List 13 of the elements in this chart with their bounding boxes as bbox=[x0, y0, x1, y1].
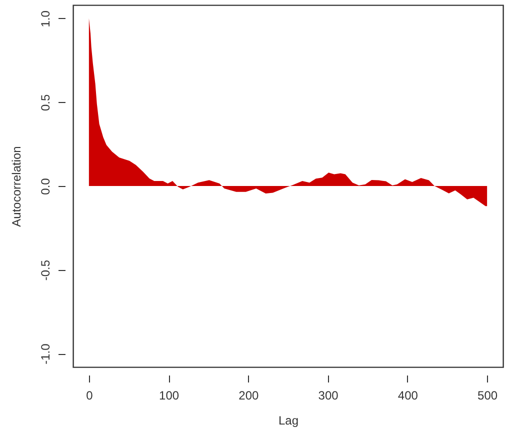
x-tick-label: 500 bbox=[478, 388, 498, 402]
x-tick-label: 300 bbox=[318, 388, 339, 402]
y-tick-label: 1.0 bbox=[38, 10, 52, 28]
y-tick-label: 0.5 bbox=[38, 94, 52, 112]
y-tick-label: 0.0 bbox=[38, 178, 52, 195]
x-axis-title: Lag bbox=[278, 414, 299, 428]
x-tick-label: 100 bbox=[159, 388, 180, 402]
y-axis-title: Autocorrelation bbox=[10, 146, 24, 227]
y-tick-label: -1.0 bbox=[38, 343, 52, 364]
x-tick-label: 200 bbox=[238, 388, 260, 402]
y-tick-label: -0.5 bbox=[38, 260, 52, 281]
x-tick-label: 400 bbox=[398, 388, 418, 402]
x-tick-label: 0 bbox=[86, 388, 94, 402]
